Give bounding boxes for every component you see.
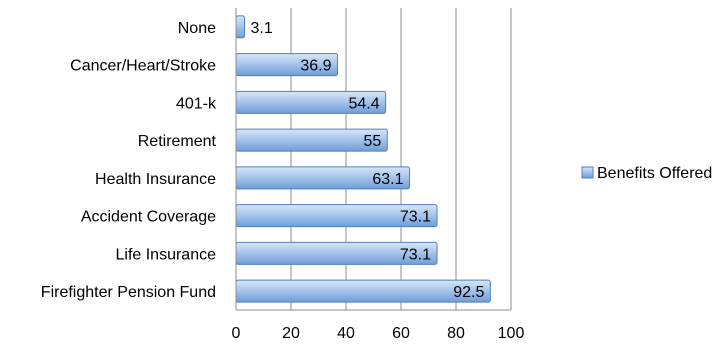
axes: 0 20 40 60 80 100 None Cancer/Heart/Stroke 401-k…	[41, 8, 525, 342]
x-tick-label: 20	[282, 325, 300, 342]
data-label: 36.9	[300, 58, 331, 75]
category-label: Cancer/Heart/Stroke	[70, 58, 216, 75]
data-label: 63.1	[372, 171, 403, 188]
data-label: 73.1	[400, 209, 431, 226]
data-label: 73.1	[400, 246, 431, 263]
category-label: Retirement	[138, 133, 217, 150]
bar	[235, 15, 246, 39]
x-tick-label: 0	[232, 325, 241, 342]
x-tick-label: 80	[447, 325, 465, 342]
category-label: None	[178, 20, 216, 37]
data-label: 55	[363, 133, 381, 150]
category-label: Life Insurance	[115, 246, 216, 263]
legend-label: Benefits Offered	[597, 165, 712, 182]
category-label: Accident Coverage	[81, 209, 216, 226]
x-tick-label: 100	[498, 325, 525, 342]
data-label: 3.1	[251, 20, 273, 37]
category-label: Firefighter Pension Fund	[41, 284, 216, 301]
data-label: 92.5	[453, 284, 484, 301]
data-label: 54.4	[348, 95, 379, 112]
bar	[235, 279, 491, 303]
legend: Benefits Offered	[581, 165, 712, 182]
category-label: 401-k	[176, 95, 217, 112]
x-tick-label: 60	[392, 325, 410, 342]
legend-swatch	[581, 166, 594, 179]
bars: 3.1 36.9 54.4 55 63.1 73.1 73.1 92.5	[235, 15, 491, 303]
category-label: Health Insurance	[95, 171, 216, 188]
x-tick-label: 40	[337, 325, 355, 342]
